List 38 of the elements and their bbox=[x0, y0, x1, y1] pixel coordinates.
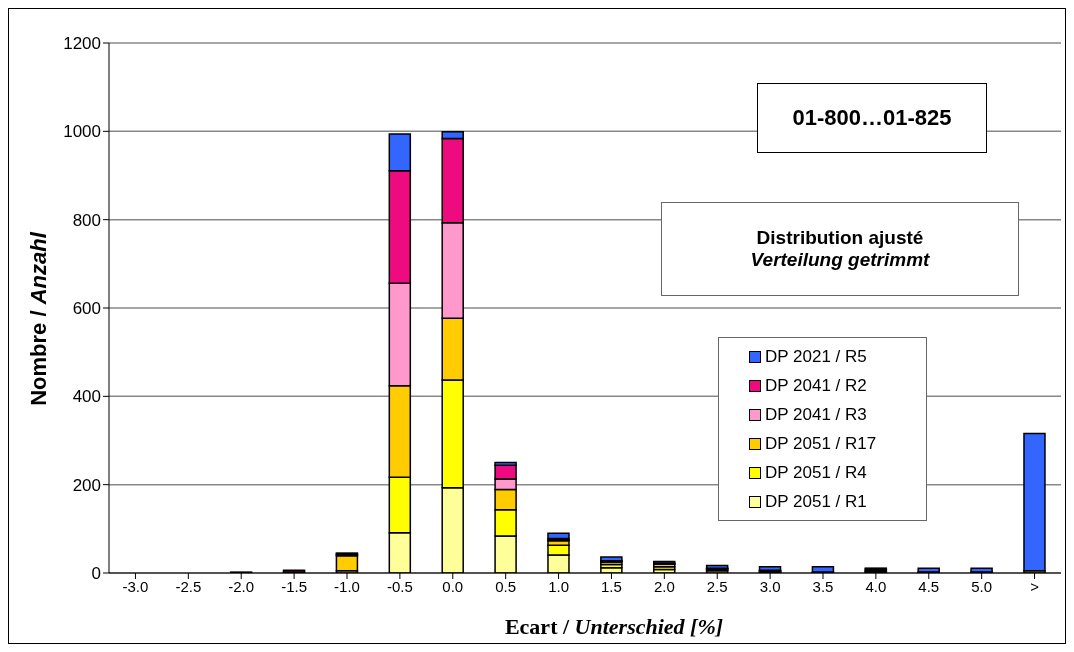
y-tick-label: 1200 bbox=[63, 34, 101, 54]
x-tick-label: -3.0 bbox=[122, 577, 149, 595]
x-tick-label: -2.5 bbox=[175, 577, 202, 595]
x-tick-label: 1.0 bbox=[548, 577, 569, 595]
y-tick-label: 600 bbox=[72, 299, 101, 319]
x-tick-label: 2.0 bbox=[653, 577, 675, 595]
x-tick-label: -1.0 bbox=[334, 577, 360, 595]
x-tick-label: 4.5 bbox=[918, 577, 940, 595]
x-tick-label: -2.0 bbox=[228, 577, 255, 595]
x-tick-label: 3.5 bbox=[812, 577, 834, 595]
x-tick-label: 0.5 bbox=[495, 577, 517, 595]
y-tick-label: 400 bbox=[72, 387, 101, 407]
y-tick-label: 0 bbox=[91, 564, 101, 584]
x-tick-label: > bbox=[1030, 577, 1040, 595]
y-axis-title: Nombre / Anzahl bbox=[26, 232, 51, 406]
text-box: Distribution ajusté Verteilung getrimmt bbox=[661, 202, 1019, 296]
legend-label: DP 2041 / R3 bbox=[765, 404, 867, 425]
x-tick-label: 2.5 bbox=[706, 577, 728, 595]
x-tick-label: 0.0 bbox=[442, 577, 464, 595]
x-tick-label: 4.0 bbox=[865, 577, 887, 595]
y-tick-label: 1000 bbox=[63, 122, 101, 142]
y-tick-label: 200 bbox=[72, 475, 101, 495]
x-tick-label: 1.5 bbox=[601, 577, 622, 595]
annotation: 01-800…01-825 bbox=[792, 105, 952, 131]
x-tick-label: 5.0 bbox=[971, 577, 993, 595]
annotation: Distribution ajusté bbox=[756, 227, 924, 249]
text-box: 01-800…01-825 bbox=[757, 83, 987, 153]
x-tick-label: -1.5 bbox=[281, 577, 308, 595]
x-axis-title: Ecart / Unterschied [%] bbox=[504, 614, 724, 639]
legend-label: DP 2041 / R2 bbox=[765, 375, 867, 396]
x-tick-label: 3.0 bbox=[759, 577, 781, 595]
legend-label: DP 2051 / R17 bbox=[765, 433, 877, 454]
legend-label: DP 2021 / R5 bbox=[765, 346, 867, 367]
legend-label: DP 2051 / R4 bbox=[765, 462, 867, 483]
x-tick-label: -0.5 bbox=[386, 577, 413, 595]
legend-label: DP 2051 / R1 bbox=[765, 491, 867, 512]
annotation: Verteilung getrimmt bbox=[750, 249, 930, 271]
y-tick-label: 800 bbox=[72, 210, 101, 230]
